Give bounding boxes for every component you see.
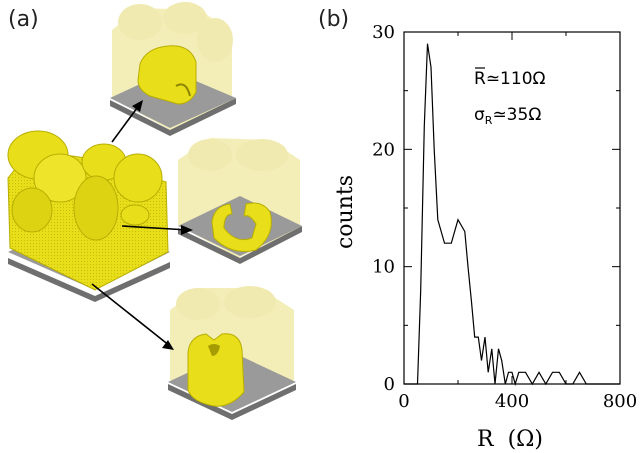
full-sample-grain [120, 204, 150, 226]
x-tick-label: 800 [603, 391, 637, 412]
full-sample-grain [113, 153, 163, 203]
arrow-to-top-subset [111, 103, 141, 143]
subset-middle-base-side [178, 226, 302, 264]
subset-top-cluster-dark [175, 83, 191, 97]
subset-top-faded-grain [163, 2, 207, 34]
full-sample-base-side [8, 258, 170, 302]
arrow-to-middle-subset [121, 225, 189, 231]
y-tick-label: 20 [372, 139, 395, 160]
subset-middle-render [178, 138, 302, 264]
arrow-head [162, 340, 174, 350]
subset-bottom-cluster-gap [208, 344, 220, 356]
sigma-resistance: σR≃35Ω [474, 105, 541, 127]
stats-annotation: R≃110Ω σR≃35Ω [474, 67, 546, 127]
x-axis-title: R (Ω) [477, 427, 543, 452]
histogram-line [404, 43, 620, 387]
mean-symbol: R [474, 69, 486, 89]
subset-middle-faded-grain [236, 139, 288, 171]
subset-middle-cluster [211, 202, 272, 252]
subset-bottom-faded-grain [176, 288, 220, 320]
subset-bottom-faded-grain [224, 286, 276, 318]
y-tick-label: 10 [372, 257, 395, 278]
y-tick-label: 30 [372, 22, 395, 43]
subset-bottom-render [168, 286, 296, 420]
subset-top-base-side [110, 98, 236, 136]
full-sample-render [7, 130, 170, 302]
arrow-head [181, 225, 193, 235]
arrow-head [132, 100, 143, 112]
x-tick-label: 400 [495, 391, 529, 412]
panel-a-label: (a) [8, 7, 39, 32]
mean-value: ≃110Ω [486, 69, 546, 89]
subset-middle-faded-grain [188, 139, 232, 171]
subset-top-cluster [137, 45, 197, 105]
sigma-symbol: σ [474, 105, 485, 125]
subset-bottom-base-side [168, 384, 296, 420]
full-sample-grain [11, 187, 53, 233]
sigma-subscript: R [485, 114, 493, 127]
sigma-value: ≃35Ω [492, 105, 541, 125]
y-axis-title: counts [333, 175, 358, 249]
axis-tick-labels: 0 10 20 30 0 400 800 [372, 22, 637, 412]
subset-middle-base-top [178, 196, 302, 256]
mean-resistance: R≃110Ω [474, 69, 546, 89]
subset-top-faded-grain [197, 18, 233, 62]
arrows [91, 100, 193, 350]
full-sample-grain [73, 175, 119, 241]
panel-a: (a) [7, 2, 302, 420]
full-sample-grain [33, 153, 87, 203]
arrow-to-bottom-subset [91, 283, 171, 347]
subset-bottom-cluster [187, 333, 245, 407]
x-tick-label: 0 [398, 391, 409, 412]
y-tick-label: 0 [384, 374, 395, 395]
subset-top-faded-grain [118, 4, 162, 40]
subset-top-render [110, 2, 236, 136]
panel-b-label: (b) [318, 7, 349, 32]
